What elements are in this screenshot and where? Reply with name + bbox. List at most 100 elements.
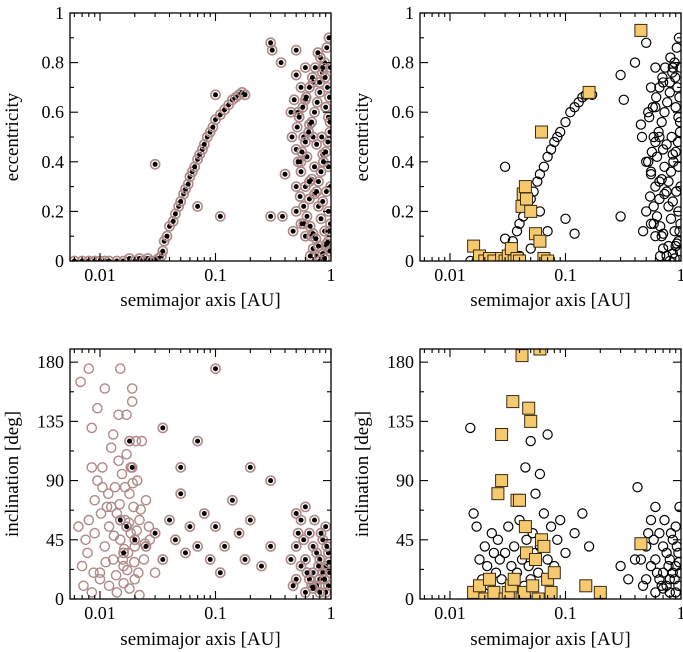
point-ring-dot — [320, 146, 331, 158]
point-ring-dot — [285, 106, 297, 118]
point-open-circle — [555, 126, 566, 138]
point-ring-dot — [316, 131, 328, 143]
points — [70, 32, 331, 261]
point-open-circle — [664, 554, 676, 565]
point-square — [507, 572, 521, 586]
y-tick-label: 180 — [37, 352, 64, 372]
y-axis-label: inclination [deg] — [352, 411, 373, 537]
point-ring-dot — [317, 62, 329, 73]
point-pink-ring — [95, 508, 107, 519]
point-open-circle — [623, 574, 634, 585]
point-ring-dot — [157, 554, 169, 565]
point-open-circle — [665, 213, 677, 224]
point-pink-ring — [131, 525, 142, 536]
point-open-circle — [650, 62, 661, 73]
point-pink-ring — [133, 567, 144, 579]
point-ring-dot — [313, 240, 324, 252]
point-open-circle — [667, 62, 679, 73]
point-ring-dot — [300, 91, 312, 103]
point-ring-dot — [324, 91, 331, 103]
point-open-circle — [645, 514, 657, 526]
y-tick-label: 1 — [55, 3, 64, 23]
point-open-circle — [474, 554, 485, 565]
point-ring-dot — [149, 158, 161, 170]
point-square — [529, 553, 542, 566]
point-pink-ring — [103, 521, 115, 532]
point-pink-ring — [116, 468, 128, 480]
point-open-circle — [653, 126, 664, 138]
point-ring-dot — [277, 210, 288, 222]
x-axis-label: semimajor axis [AU] — [120, 290, 280, 311]
point-open-circle — [650, 101, 661, 113]
point-ring-dot — [309, 514, 320, 526]
point-square — [544, 585, 558, 599]
point-open-circle — [555, 514, 566, 526]
x-tick-label: 0.1 — [554, 265, 577, 285]
point-open-circle — [635, 554, 647, 565]
point-open-circle — [643, 156, 654, 167]
point-ring-dot — [288, 94, 300, 106]
point-ring-dot — [287, 225, 299, 237]
point-pink-ring — [134, 589, 145, 599]
y-tick-label: 180 — [387, 352, 414, 372]
point-open-circle — [670, 72, 681, 83]
point-open-circle — [657, 228, 669, 239]
point-ring-dot — [149, 527, 161, 539]
point-open-circle — [471, 521, 482, 532]
point-ring-dot — [295, 82, 307, 93]
point-open-circle — [506, 560, 517, 572]
point-ring-dot — [266, 44, 278, 56]
point-ring-dot — [321, 42, 331, 54]
y-tick-label: 45 — [396, 530, 414, 550]
point-open-circle — [552, 534, 563, 546]
point-open-circle — [545, 521, 557, 532]
point-ring-dot — [239, 89, 251, 101]
point-open-circle — [650, 554, 661, 565]
y-axis-label: eccentricity — [2, 92, 23, 181]
point-ring-dot — [290, 143, 302, 155]
point-ring-dot — [313, 176, 324, 187]
point-open-circle — [663, 560, 674, 572]
point-open-circle — [661, 186, 672, 197]
point-open-circle — [671, 42, 681, 53]
point-pink-ring — [121, 409, 132, 421]
point-open-circle — [659, 161, 670, 172]
point-ring-dot — [118, 547, 129, 559]
point-open-circle — [645, 560, 657, 572]
point-ring-dot — [320, 521, 331, 532]
point-ring-dot — [306, 72, 318, 83]
point-square — [526, 579, 540, 593]
point-pink-ring — [121, 564, 133, 576]
point-ring-dot — [239, 554, 251, 565]
point-pink-ring — [143, 521, 155, 532]
point-pink-ring — [88, 567, 99, 579]
point-open-circle — [645, 218, 657, 229]
point-ring-dot — [126, 461, 138, 473]
point-open-circle — [560, 547, 571, 559]
point-open-circle — [661, 580, 672, 592]
point-pink-ring — [99, 541, 111, 552]
y-tick-label: 0.6 — [42, 102, 65, 122]
point-pink-ring — [76, 560, 88, 572]
point-pink-ring — [105, 501, 117, 513]
point-open-circle — [650, 136, 661, 148]
point-open-circle — [669, 574, 680, 585]
point-open-circle — [651, 211, 663, 222]
point-open-circle — [665, 166, 677, 177]
point-pink-ring — [108, 530, 120, 542]
point-ring-dot — [301, 210, 313, 222]
point-ring-dot — [214, 210, 226, 222]
point-open-circle — [664, 87, 676, 98]
point-ring-dot — [256, 560, 267, 572]
point-square — [522, 401, 536, 415]
point-ring-dot — [285, 554, 297, 565]
point-open-circle — [479, 541, 490, 552]
y-tick-label: 0.8 — [42, 53, 65, 73]
point-ring-dot — [164, 514, 175, 526]
point-open-circle — [511, 225, 523, 237]
point-open-circle — [496, 574, 507, 585]
point-ring-dot — [311, 138, 322, 150]
points — [465, 23, 681, 261]
point-open-circle — [667, 149, 679, 160]
point-open-circle — [672, 82, 681, 93]
